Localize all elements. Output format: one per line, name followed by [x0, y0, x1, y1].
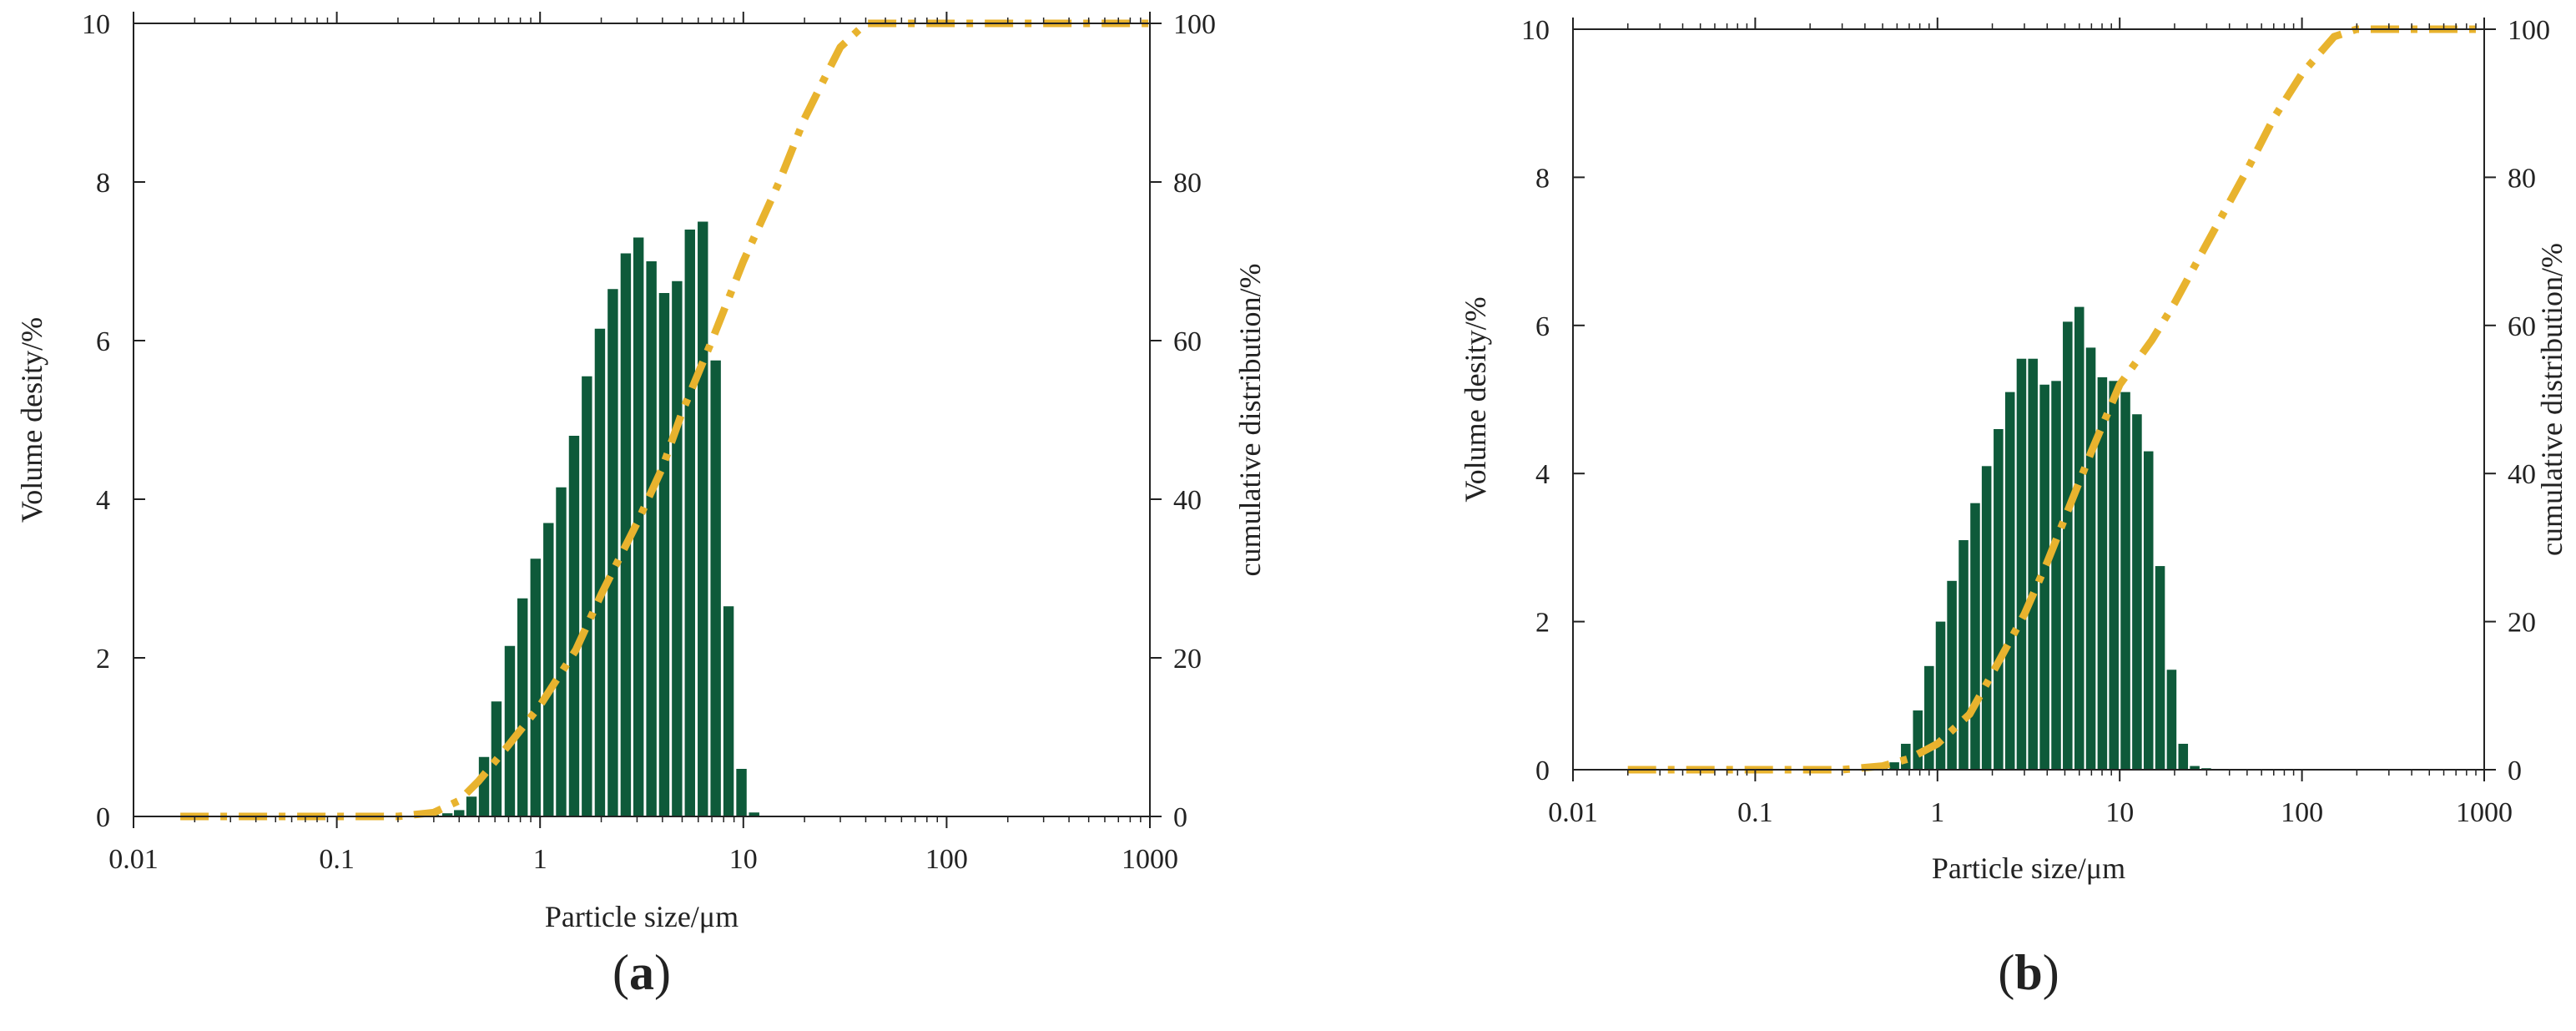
chart-a-y2-tick-label: 0: [1173, 802, 1187, 833]
chart-b-bar: [2155, 566, 2165, 770]
chart-a-plot-frame: [133, 23, 1151, 817]
chart-a-y-tick-label: 8: [96, 168, 110, 199]
chart-a-bar: [504, 645, 516, 816]
chart-a-y2-tick-label: 80: [1173, 168, 1202, 199]
chart-b-x-tick-label: 0.1: [1737, 797, 1773, 828]
chart-a-y-tick-label: 4: [96, 485, 110, 516]
chart-b-bar: [2132, 414, 2142, 770]
chart-b-bar: [2178, 743, 2189, 770]
chart-b-y2-axis-title: cumulative distribution/%: [2535, 243, 2568, 556]
chart-a-y2-axis-title: cumulative distribution/%: [1233, 264, 1267, 577]
chart-a-bar: [749, 812, 759, 816]
chart-b-bar: [2097, 377, 2108, 770]
chart-a-bar: [582, 376, 592, 816]
chart-b-y-tick-label: 6: [1535, 311, 1550, 342]
chart-b-panel-label: (b): [1998, 945, 2059, 1000]
chart-a-x-axis-title: Particle size/μm: [545, 900, 739, 933]
chart-a-bar: [556, 487, 567, 816]
chart-b-y2-tick-label: 80: [2508, 163, 2536, 194]
chart-b-y-tick-label: 10: [1521, 15, 1550, 46]
chart-a-bar: [478, 756, 490, 816]
chart-b-x-tick-label: 0.01: [1548, 797, 1598, 828]
chart-a-bar: [698, 221, 708, 816]
chart-b-bar: [1958, 540, 1969, 770]
chart-b-bar: [2016, 358, 2027, 770]
chart-a-x-tick-label: 10: [729, 844, 758, 875]
chart-a-bar: [568, 436, 580, 816]
chart-a-y-axis-title: Volume desity/%: [15, 317, 48, 523]
chart-b-y-tick-label: 4: [1535, 459, 1550, 490]
chart-b-cumulative-line: [1627, 25, 2484, 774]
chart-b-y-axis-title: Volume desity/%: [1459, 296, 1492, 502]
chart-a-x-tick-label: 0.01: [108, 844, 159, 875]
chart-a-bar: [646, 261, 657, 816]
chart-a-bar: [658, 293, 670, 816]
chart-a-bar: [594, 328, 606, 816]
chart-a-x-tick-label: 1000: [1122, 844, 1178, 875]
chart-b-bar: [2143, 451, 2154, 770]
chart-b-x-tick-label: 100: [2281, 797, 2323, 828]
chart-b-bar: [2028, 358, 2038, 770]
chart-b-y2-tick-label: 40: [2508, 459, 2536, 490]
chart-b-bar: [1970, 503, 1980, 770]
chart-b-bar: [1947, 580, 1957, 770]
chart-b-y2-tick-label: 20: [2508, 608, 2536, 639]
chart-b-bar: [2166, 670, 2177, 770]
chart-a-bar: [723, 606, 734, 816]
chart-a-panel: 0.01 0.1 1 10 100 10000246810020406080100Part…: [15, 9, 1267, 1000]
chart-a-x-tick-label: 0.1: [319, 844, 355, 875]
chart-b-bar: [2085, 347, 2096, 770]
chart-b-bar: [2074, 306, 2084, 770]
chart-a-bar: [736, 769, 747, 816]
chart-b-panel: 0.01 0.1 1 10 100 10000246810020406080100Part…: [1459, 15, 2568, 1000]
chart-b-bar: [1924, 665, 1934, 770]
chart-a-x-tick-label: 1: [533, 844, 547, 875]
chart-b-bar: [2109, 381, 2119, 770]
chart-b-bar: [1889, 762, 1899, 770]
chart-a-y2-tick-label: 40: [1173, 485, 1202, 516]
chart-b-x-tick-label: 1: [1930, 797, 1944, 828]
chart-b-y2-tick-label: 100: [2508, 15, 2550, 46]
chart-b-plot-frame: [1572, 28, 2485, 771]
chart-a-x-tick-label: 100: [925, 844, 968, 875]
chart-a-bar: [441, 813, 453, 816]
chart-b-bar: [2190, 766, 2200, 770]
chart-b-bar: [1935, 621, 1946, 770]
chart-b-y-tick-label: 8: [1535, 163, 1550, 194]
chart-a-y2-tick-label: 20: [1173, 644, 1202, 675]
chart-a-bar: [620, 253, 632, 816]
chart-b-bar: [1994, 428, 2004, 770]
chart-a-bar: [684, 230, 695, 816]
chart-b-bar: [2120, 392, 2130, 770]
chart-b-bar: [2063, 321, 2073, 770]
chart-b-bar: [2039, 384, 2049, 770]
chart-a-y-tick-label: 10: [82, 9, 110, 40]
chart-a-bar: [466, 796, 477, 816]
chart-a-bar: [607, 289, 618, 816]
chart-b-x-axis-title: Particle size/μm: [1932, 852, 2125, 885]
chart-a-y-tick-label: 0: [96, 802, 110, 833]
chart-b-y2-tick-label: 0: [2508, 756, 2522, 786]
chart-a-y-tick-label: 6: [96, 326, 110, 357]
chart-b-bar: [1981, 466, 1992, 770]
chart-b-x-tick-label: 1000: [2456, 797, 2513, 828]
chart-b-y-tick-label: 0: [1535, 756, 1550, 786]
chart-a-bar: [543, 523, 554, 816]
chart-b-bar: [1913, 710, 1923, 770]
chart-b-bar: [2004, 392, 2015, 770]
chart-b-x-tick-label: 10: [2105, 797, 2134, 828]
chart-b-bar: [2051, 381, 2061, 770]
chart-a-bar: [672, 280, 683, 816]
chart-a-bar: [517, 598, 528, 816]
chart-a-panel-label: (a): [612, 945, 671, 1000]
chart-a-bar: [530, 558, 541, 816]
chart-a-y2-tick-label: 100: [1173, 9, 1216, 40]
chart-a-y2-tick-label: 60: [1173, 326, 1202, 357]
chart-a-bar: [710, 360, 721, 816]
chart-a-bar: [454, 810, 465, 816]
chart-b-y2-tick-label: 60: [2508, 311, 2536, 342]
chart-a-y-tick-label: 2: [96, 644, 110, 675]
chart-b-y-tick-label: 2: [1535, 608, 1550, 639]
